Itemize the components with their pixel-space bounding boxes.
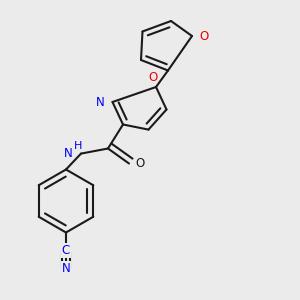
Text: N: N <box>64 147 73 160</box>
Text: O: O <box>136 157 145 170</box>
Text: N: N <box>96 95 105 109</box>
Text: N: N <box>61 262 70 275</box>
Text: O: O <box>148 70 158 84</box>
Text: O: O <box>200 29 208 43</box>
Text: H: H <box>74 141 82 151</box>
Text: C: C <box>62 244 70 257</box>
